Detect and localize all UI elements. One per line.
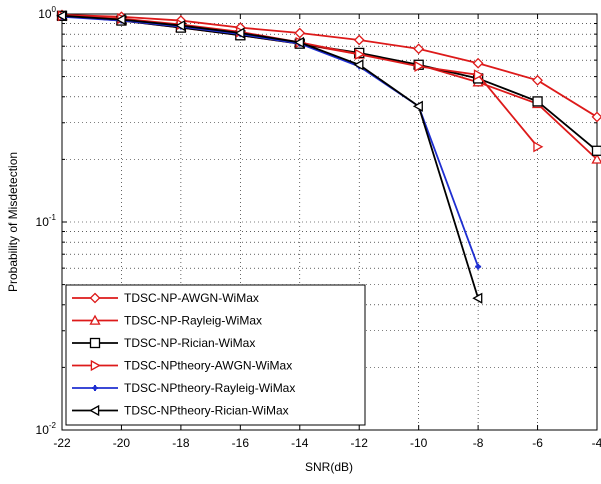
y-axis-label: Probability of Misdetection: [6, 152, 20, 292]
y-tick-labels: 100 10-1 10-2: [36, 5, 57, 437]
x-tick-label: -12: [351, 436, 369, 450]
x-tick-label: -20: [113, 436, 131, 450]
x-tick-label: -8: [473, 436, 484, 450]
legend-entry: TDSC-NP-Rician-WiMax: [72, 336, 255, 350]
y-tick-label: 10-2: [36, 421, 57, 437]
legend-label: TDSC-NP-Rician-WiMax: [124, 336, 255, 350]
x-tick-labels: -22 -20 -18 -16 -14 -12 -10 -8 -6 -4: [53, 436, 601, 450]
legend-marker: [91, 339, 100, 348]
x-tick-label: -14: [291, 436, 309, 450]
legend-label: TDSC-NP-AWGN-WiMax: [124, 291, 259, 305]
legend-label: TDSC-NPtheory-Rician-WiMax: [124, 404, 289, 418]
y-tick-label: 100: [38, 5, 56, 21]
legend: TDSC-NP-AWGN-WiMax TDSC-NP-Rayleig-WiMax T…: [66, 285, 365, 425]
y-tick-label: 10-1: [36, 213, 57, 229]
x-tick-label: -6: [532, 436, 543, 450]
legend-label: TDSC-NPtheory-AWGN-WiMax: [124, 359, 292, 373]
legend-label: TDSC-NP-Rayleig-WiMax: [124, 314, 262, 328]
x-tick-label: -4: [592, 436, 601, 450]
x-axis-label: SNR(dB): [305, 460, 353, 474]
data-point: [593, 146, 601, 155]
x-tick-label: -18: [172, 436, 190, 450]
x-tick-label: -16: [232, 436, 250, 450]
x-tick-label: -22: [53, 436, 71, 450]
x-tick-label: -10: [410, 436, 428, 450]
data-point: [533, 97, 542, 106]
legend-label: TDSC-NPtheory-Rayleig-WiMax: [124, 381, 295, 395]
